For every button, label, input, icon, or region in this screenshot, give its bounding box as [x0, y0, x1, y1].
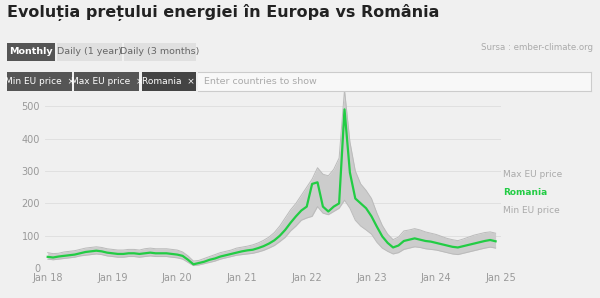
- Text: Sursa : ember-climate.org: Sursa : ember-climate.org: [481, 43, 593, 52]
- Text: Enter countries to show: Enter countries to show: [204, 77, 317, 86]
- Text: Monthly: Monthly: [10, 47, 53, 56]
- Text: Min EU price  ×: Min EU price ×: [5, 77, 74, 86]
- Text: Romania  ×: Romania ×: [142, 77, 195, 86]
- Text: Daily (3 months): Daily (3 months): [120, 47, 199, 56]
- Text: Max EU price: Max EU price: [503, 170, 562, 179]
- Text: Romania: Romania: [503, 188, 547, 197]
- Text: Max EU price  ×: Max EU price ×: [71, 77, 143, 86]
- Text: Daily (1 year): Daily (1 year): [57, 47, 122, 56]
- Text: Evoluția prețului energiei în Europa vs România: Evoluția prețului energiei în Europa vs …: [7, 4, 440, 21]
- Text: Min EU price: Min EU price: [503, 206, 560, 215]
